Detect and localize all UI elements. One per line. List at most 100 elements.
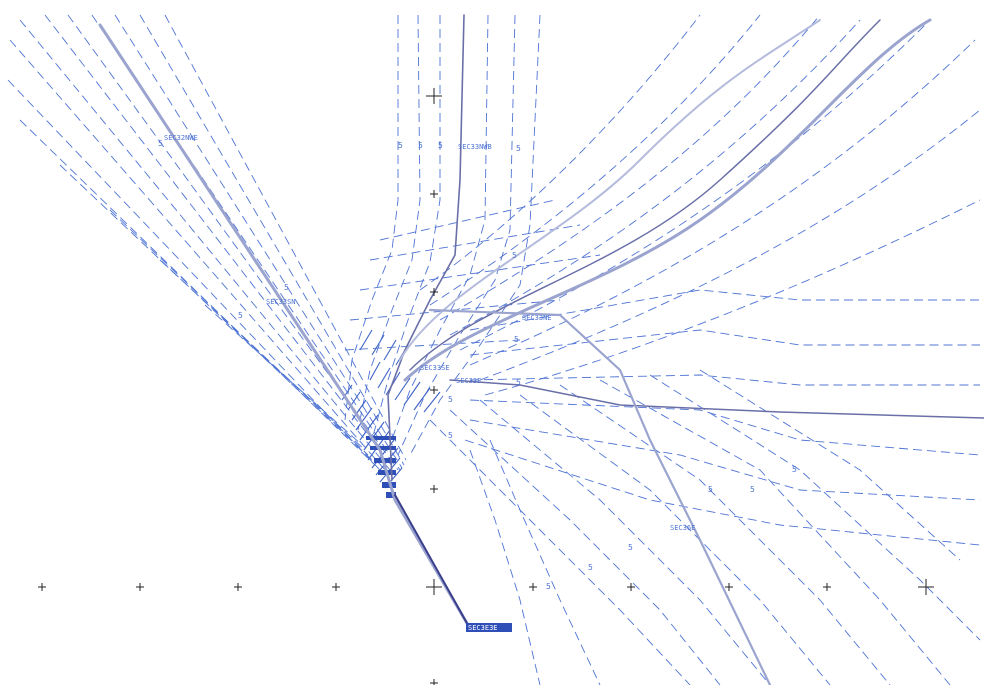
contour-line (44, 14, 396, 471)
contour-line (344, 15, 399, 421)
offset-contours (7, 14, 981, 686)
contour-line (479, 109, 981, 381)
block-bar (370, 446, 396, 450)
sec-label-center-b: SEC33E (456, 377, 481, 385)
well-path (409, 19, 881, 371)
hatch-stroke (371, 334, 385, 356)
hatch-stroke (423, 391, 441, 413)
hatch-stroke (383, 339, 397, 361)
well-path (449, 379, 984, 419)
grid-ticks (38, 88, 934, 685)
cross-tick-icon (627, 583, 635, 591)
block-bar (366, 436, 396, 440)
block-bar (386, 492, 396, 498)
well-path (403, 18, 932, 382)
contour-line (379, 199, 556, 241)
contour-line (164, 14, 407, 461)
sec-label-lower-right: SEC36E (670, 524, 695, 532)
contour-line (369, 224, 581, 261)
contour-value: 5 (546, 582, 551, 591)
contour-value: 5 (418, 141, 423, 150)
contour-values: 5 5 5 5 5 5 5 5 5 5 5 5 5 5 5 5 5 5 (158, 139, 797, 591)
contour-line (469, 39, 976, 366)
cross-tick-icon (136, 583, 144, 591)
well-labels: SEC32NWE SEC33NWB SEC33SN SEC33NE SEC33S… (164, 134, 695, 532)
cross-tick-icon (430, 485, 438, 493)
hatch-stroke (377, 367, 391, 389)
sec-label-mid-left: SEC33SN (266, 298, 296, 306)
contour-line (114, 14, 403, 469)
cross-tick-icon (725, 583, 733, 591)
bottom-label-box: SEC3E3E (466, 623, 512, 632)
contour-line (109, 209, 369, 456)
hatch-stroke (369, 361, 381, 381)
contour-line (519, 394, 831, 686)
contour-line (439, 14, 821, 321)
contour-value: 5 (238, 311, 243, 320)
well-path (98, 23, 470, 627)
contour-line (387, 14, 489, 451)
contour-value: 5 (448, 431, 453, 440)
contour-line (409, 14, 541, 456)
block-bar (374, 458, 396, 463)
cross-tick-icon (426, 579, 442, 595)
contour-line (464, 439, 981, 546)
contour-line (469, 419, 981, 501)
sec-label-top-center: SEC33NWB (458, 143, 492, 151)
contour-line (419, 14, 701, 291)
contour-line (449, 19, 861, 336)
contour-line (469, 329, 980, 356)
contour-line (649, 374, 981, 641)
cross-tick-icon (430, 190, 438, 198)
cross-tick-icon (918, 579, 934, 595)
cross-tick-icon (234, 583, 242, 591)
bottom-label-bg (466, 623, 512, 632)
contour-value: 5 (514, 335, 519, 344)
contour-line (559, 384, 891, 686)
contour-line (357, 14, 421, 431)
contour-value: 5 (792, 465, 797, 474)
contour-value: 5 (750, 485, 755, 494)
contour-line (449, 409, 721, 686)
contour-line (359, 254, 601, 291)
contour-line (699, 369, 961, 561)
contour-value: 5 (438, 141, 443, 150)
hatch-stroke (394, 377, 411, 401)
contour-value: 5 (628, 543, 633, 552)
sec-label-center-right: SEC33NE (522, 314, 552, 322)
cross-tick-icon (332, 583, 340, 591)
contour-value: 5 (398, 141, 403, 150)
contour-value: 5 (588, 563, 593, 572)
well-path (394, 494, 469, 626)
contour-line (469, 399, 981, 456)
contour-value: 5 (708, 485, 713, 494)
cross-tick-icon (430, 386, 438, 394)
cross-tick-icon (823, 583, 831, 591)
contour-line (9, 39, 386, 471)
hatch-stroke (367, 429, 391, 461)
well-path (387, 14, 465, 481)
contour-value: 5 (284, 283, 289, 292)
contour-line (484, 199, 981, 396)
contour-line (599, 379, 951, 686)
hatch-stroke (359, 414, 379, 441)
contour-line (469, 449, 541, 686)
well-paths (98, 14, 984, 687)
hatch-stroke (413, 387, 431, 411)
hatch-stroke (355, 407, 373, 431)
sec-label-top-left: SEC32NWE (164, 134, 198, 142)
contour-value: 5 (512, 251, 517, 260)
cross-tick-icon (426, 88, 442, 104)
cross-tick-icon (529, 583, 537, 591)
contour-line (159, 259, 366, 451)
contour-line (344, 339, 521, 351)
contour-line (429, 419, 691, 686)
contour-value: 5 (516, 144, 521, 153)
cross-tick-icon (430, 288, 438, 296)
hatch-stroke (351, 399, 367, 421)
contour-line (469, 289, 980, 331)
contour-line (139, 14, 405, 466)
